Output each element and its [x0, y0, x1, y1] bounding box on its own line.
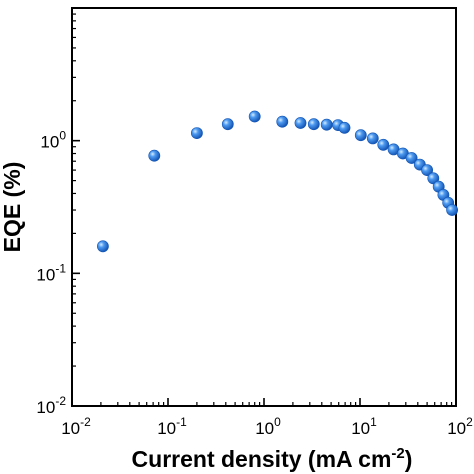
data-point	[377, 138, 390, 151]
y-axis-label: EQE (%)	[0, 162, 25, 253]
data-point	[366, 132, 379, 145]
data-point	[421, 164, 433, 176]
data-point	[294, 117, 307, 129]
data-point	[320, 118, 333, 131]
data-point	[427, 172, 440, 185]
data-point	[221, 118, 234, 131]
data-point	[190, 127, 203, 140]
data-point	[148, 149, 161, 162]
x-tick-label: 101	[351, 415, 377, 438]
x-axis-label: Current density (mA cm-2)	[132, 445, 413, 472]
data-point	[97, 240, 109, 253]
y-tick-label: 100	[40, 129, 66, 152]
data-point	[354, 129, 367, 142]
data-point	[307, 118, 320, 131]
data-point	[405, 152, 418, 164]
data-point	[338, 121, 351, 134]
y-tick-label: 10-2	[36, 394, 66, 417]
plot-area-frame	[71, 7, 457, 407]
data-point	[248, 110, 261, 123]
x-tick-label: 10-2	[61, 415, 91, 438]
x-tick-label: 10-1	[157, 415, 187, 438]
data-point	[276, 115, 289, 128]
x-tick-label: 102	[447, 415, 473, 438]
data-point	[446, 204, 458, 216]
y-tick-label: 10-1	[36, 261, 66, 284]
x-tick-label: 100	[255, 415, 281, 438]
